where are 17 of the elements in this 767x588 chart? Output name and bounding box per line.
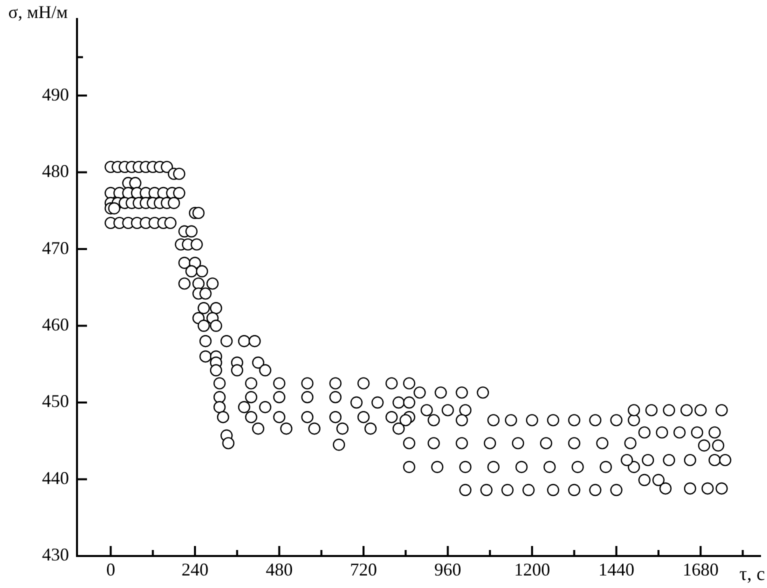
y-tick-label: 480 — [42, 161, 69, 182]
x-tick-label: 240 — [181, 560, 208, 580]
x-tick-label: 1440 — [598, 560, 634, 580]
x-tick-label: 720 — [350, 560, 378, 580]
x-tick-label: 480 — [266, 560, 293, 580]
x-tick-label: 1680 — [682, 560, 719, 580]
x-tick-label: 960 — [434, 560, 462, 580]
y-tick-label: 430 — [42, 544, 69, 565]
y-tick-label: 490 — [42, 84, 69, 104]
y-tick-label: 440 — [42, 468, 69, 488]
y-axis-title: σ, мН/м — [7, 2, 69, 22]
x-tick-label: 1200 — [514, 560, 550, 580]
y-tick-label: 460 — [42, 314, 69, 335]
x-tick-label: 0 — [106, 560, 116, 580]
y-tick-label: 450 — [42, 391, 69, 412]
y-tick-label: 470 — [42, 238, 69, 258]
x-axis-title: τ, с — [739, 564, 765, 586]
